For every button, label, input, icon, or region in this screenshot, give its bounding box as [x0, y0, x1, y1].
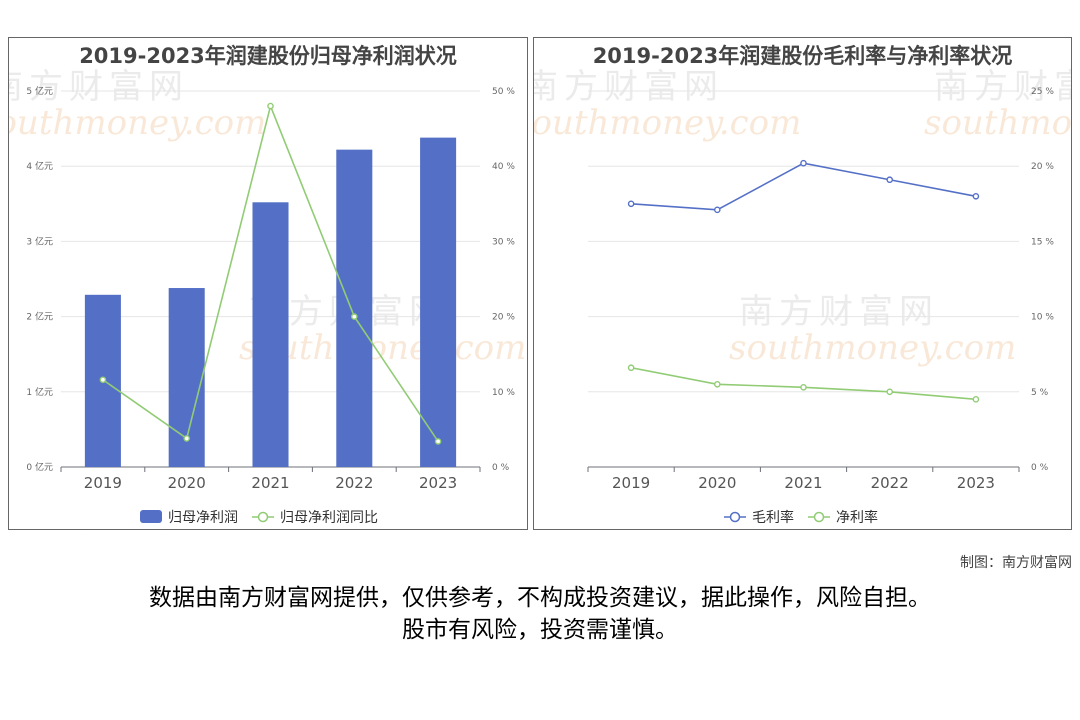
watermark-text: 南方财富网	[534, 67, 724, 107]
series-line-净利率	[630, 366, 976, 401]
disclaimer-line-2: 股市有风险，投资需谨慎。	[402, 617, 678, 643]
x-tick-label: 2021	[251, 474, 289, 492]
data-point-2021	[800, 159, 807, 167]
watermark-text: southmoney.com	[729, 328, 1016, 368]
chart-title: 2019-2023年润建股份毛利率与净利率状况	[592, 44, 1013, 68]
data-point-2022	[886, 176, 894, 184]
data-point-2021	[267, 102, 274, 110]
data-point-2020	[713, 380, 721, 388]
chart-credit: 制图：南方财富网	[960, 555, 1072, 571]
watermark-text: 南方财富网	[9, 67, 189, 107]
x-tick-label: 2019	[84, 474, 122, 492]
disclaimer: 数据由南方财富网提供，仅供参考，不构成投资建议，据此操作，风险自担。 股市有风险…	[0, 582, 1080, 646]
y-right-tick-label: 20 %	[1031, 162, 1054, 172]
disclaimer-line-1: 数据由南方财富网提供，仅供参考，不构成投资建议，据此操作，风险自担。	[149, 585, 931, 611]
data-point-2020	[713, 206, 721, 214]
y-right-tick-label: 20 %	[492, 313, 515, 323]
watermark-text: 南方财富网	[934, 67, 1072, 107]
legend-marker	[813, 511, 825, 523]
data-point-2021	[800, 383, 807, 391]
y-right-tick-label: 10 %	[1031, 313, 1054, 323]
y-right-tick-label: 40 %	[492, 162, 515, 172]
y-right-tick-label: 30 %	[492, 237, 515, 247]
legend-swatch	[140, 510, 162, 523]
x-tick-label: 2023	[957, 474, 995, 492]
data-point-2023	[434, 438, 442, 445]
chart-title: 2019-2023年润建股份归母净利润状况	[79, 44, 457, 68]
watermark-text: southmoney.com	[534, 103, 801, 143]
legend-label: 净利率	[836, 509, 878, 526]
data-point-2019	[627, 364, 635, 372]
x-tick-label: 2020	[698, 474, 736, 492]
y-right-tick-label: 0 %	[492, 463, 510, 473]
data-point-2023	[972, 192, 980, 200]
margin-chart: 南方财富网southmoney.com南方财富网southmoney.com南方…	[534, 67, 1072, 526]
chart-panel-margins: 2019-2023年润建股份毛利率与净利率状况 南方财富网 southmoney.…	[533, 37, 1072, 530]
watermark-text: southmoney.com	[9, 103, 266, 143]
bar-2022	[336, 149, 373, 467]
watermark-text: southmoney.com	[924, 103, 1072, 143]
x-tick-label: 2022	[335, 474, 373, 492]
legend-label: 归母净利润	[168, 509, 238, 526]
y-left-tick-label: 4 亿元	[26, 160, 53, 172]
series-line-毛利率	[631, 162, 977, 211]
legend: 毛利率 净利率	[724, 509, 878, 526]
y-left-tick-label: 0 亿元	[26, 461, 53, 473]
y-right-tick-label: 10 %	[492, 388, 515, 398]
x-tick-label: 2022	[871, 474, 909, 492]
y-right-tick-label: 50 %	[492, 87, 515, 97]
x-tick-label: 2021	[784, 474, 822, 492]
legend-marker	[729, 511, 741, 523]
data-point-2019	[99, 376, 107, 384]
x-tick-label: 2023	[419, 474, 457, 492]
data-point-2019	[627, 200, 635, 208]
legend-label: 归母净利润同比	[280, 509, 378, 526]
legend-label: 毛利率	[752, 509, 794, 526]
bar-2021	[252, 202, 289, 467]
y-right-tick-label: 15 %	[1031, 237, 1054, 247]
data-point-2022	[350, 313, 358, 320]
y-right-tick-label: 25 %	[1031, 87, 1054, 97]
y-left-tick-label: 2 亿元	[26, 311, 53, 323]
y-right-tick-label: 5 %	[1031, 388, 1049, 398]
watermark-text: 南方财富网	[29, 527, 229, 530]
bar-2023	[420, 137, 457, 467]
y-left-tick-label: 5 亿元	[26, 85, 53, 97]
y-left-tick-label: 1 亿元	[26, 386, 53, 398]
data-point-2023	[972, 396, 980, 403]
y-right-tick-label: 0 %	[1031, 463, 1049, 473]
x-tick-label: 2019	[612, 474, 650, 492]
legend-marker	[257, 511, 269, 523]
net-profit-chart: 南方财富网southmoney.com南方财富网southmoney.com南方…	[9, 67, 526, 530]
legend: 归母净利润 归母净利润同比	[140, 509, 378, 526]
x-tick-label: 2020	[168, 474, 206, 492]
data-point-2022	[886, 388, 894, 396]
watermark-text: 南方财富网	[739, 292, 939, 332]
y-left-tick-label: 3 亿元	[26, 235, 53, 247]
data-point-2020	[183, 435, 190, 442]
chart-panel-net-profit: 2019-2023年润建股份归母净利润状况 南方财富网southmoney.co…	[8, 37, 528, 530]
